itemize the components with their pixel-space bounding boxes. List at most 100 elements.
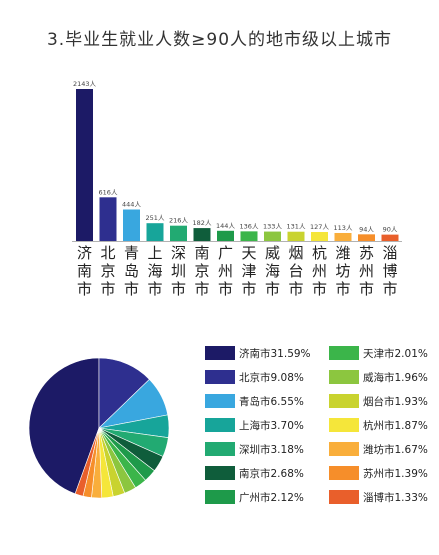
svg-text:海: 海 bbox=[147, 262, 162, 280]
svg-text:市: 市 bbox=[312, 280, 327, 298]
bar-value-label: 444人 bbox=[122, 201, 141, 209]
bar-3 bbox=[146, 223, 164, 241]
svg-text:市: 市 bbox=[382, 280, 397, 298]
svg-text:潍: 潍 bbox=[335, 244, 350, 262]
svg-text:市: 市 bbox=[335, 280, 350, 298]
svg-text:烟: 烟 bbox=[288, 244, 303, 262]
category-label: 上海市 bbox=[147, 244, 162, 298]
category-label: 北京市 bbox=[100, 244, 115, 298]
legend-swatch bbox=[205, 490, 235, 504]
category-label: 青岛市 bbox=[124, 244, 139, 298]
svg-text:市: 市 bbox=[100, 280, 115, 298]
bar-value-label: 182人 bbox=[193, 219, 212, 227]
legend-label: 上海市3.70% bbox=[239, 419, 304, 432]
svg-text:坊: 坊 bbox=[335, 262, 350, 280]
legend-label: 北京市9.08% bbox=[239, 371, 304, 384]
svg-text:市: 市 bbox=[265, 280, 280, 298]
category-label: 淄博市 bbox=[382, 244, 397, 298]
bar-value-label: 133人 bbox=[263, 223, 282, 231]
bar-value-label: 94人 bbox=[359, 225, 374, 233]
legend-label: 广州市2.12% bbox=[239, 491, 304, 504]
pie-slice-13 bbox=[74, 427, 100, 497]
svg-text:市: 市 bbox=[288, 280, 303, 298]
svg-text:市: 市 bbox=[218, 280, 233, 298]
legend-swatch bbox=[205, 466, 235, 480]
bar-0 bbox=[76, 89, 93, 241]
svg-text:深: 深 bbox=[171, 244, 186, 262]
legend-swatch bbox=[205, 370, 235, 384]
svg-text:博: 博 bbox=[382, 262, 397, 280]
svg-text:圳: 圳 bbox=[171, 262, 186, 280]
category-label: 南京市 bbox=[194, 244, 209, 298]
svg-text:州: 州 bbox=[312, 262, 327, 280]
category-label: 深圳市 bbox=[171, 244, 186, 298]
category-label: 杭州市 bbox=[312, 244, 327, 298]
legend-item: 威海市1.96% bbox=[329, 369, 428, 385]
category-label: 烟台市 bbox=[288, 244, 303, 298]
bar-value-label: 2143人 bbox=[73, 80, 97, 88]
legend-item: 济南市31.59% bbox=[205, 345, 311, 361]
legend-swatch bbox=[329, 466, 359, 480]
category-label: 潍坊市 bbox=[335, 244, 350, 298]
legend-item: 潍坊市1.67% bbox=[329, 441, 428, 457]
svg-text:南: 南 bbox=[77, 262, 92, 280]
legend-item: 南京市2.68% bbox=[205, 465, 304, 481]
legend-item: 青岛市6.55% bbox=[205, 393, 304, 409]
svg-text:威: 威 bbox=[265, 244, 280, 262]
legend-label: 威海市1.96% bbox=[363, 371, 428, 384]
legend-swatch bbox=[329, 418, 359, 432]
legend-label: 天津市2.01% bbox=[363, 347, 428, 360]
svg-text:上: 上 bbox=[147, 244, 162, 262]
svg-text:岛: 岛 bbox=[124, 262, 139, 280]
bar-5 bbox=[193, 228, 211, 241]
bar-value-label: 144人 bbox=[216, 222, 235, 230]
bar-12 bbox=[358, 234, 375, 241]
pie-legend: 济南市31.59% 北京市9.08% 青岛市6.55% 上海市3.70% 深圳市3.18… bbox=[205, 345, 439, 515]
legend-swatch bbox=[205, 394, 235, 408]
svg-text:北: 北 bbox=[100, 244, 115, 262]
legend-label: 淄博市1.33% bbox=[363, 491, 428, 504]
bar-2 bbox=[123, 209, 140, 241]
legend-swatch bbox=[329, 346, 359, 360]
bar-value-label: 131人 bbox=[287, 223, 306, 231]
legend-label: 苏州市1.39% bbox=[363, 467, 428, 480]
svg-text:广: 广 bbox=[218, 244, 233, 262]
legend-item: 苏州市1.39% bbox=[329, 465, 428, 481]
svg-text:苏: 苏 bbox=[359, 244, 374, 262]
svg-text:南: 南 bbox=[194, 244, 209, 262]
svg-text:州: 州 bbox=[359, 262, 374, 280]
legend-swatch bbox=[329, 394, 359, 408]
bar-8 bbox=[264, 231, 281, 241]
legend-swatch bbox=[205, 418, 235, 432]
legend-label: 深圳市3.18% bbox=[239, 443, 304, 456]
bar-value-label: 136人 bbox=[240, 222, 259, 230]
category-label: 苏州市 bbox=[359, 244, 374, 298]
svg-text:京: 京 bbox=[194, 262, 209, 280]
svg-text:市: 市 bbox=[171, 280, 186, 298]
svg-text:海: 海 bbox=[265, 262, 280, 280]
legend-swatch bbox=[329, 490, 359, 504]
svg-text:杭: 杭 bbox=[312, 244, 327, 262]
legend-item: 天津市2.01% bbox=[329, 345, 428, 361]
pie-slice-0 bbox=[28, 357, 100, 495]
bar-value-label: 127人 bbox=[310, 223, 329, 231]
svg-text:青: 青 bbox=[124, 244, 139, 262]
svg-text:市: 市 bbox=[359, 280, 374, 298]
svg-text:州: 州 bbox=[218, 262, 233, 280]
bar-1 bbox=[99, 197, 117, 241]
chart-title: 3.毕业生就业人数≥90人的地市级以上城市 bbox=[46, 30, 393, 50]
category-label: 威海市 bbox=[265, 244, 280, 298]
pie-slice-1 bbox=[98, 357, 150, 429]
bar-11 bbox=[334, 232, 352, 241]
legend-item: 烟台市1.93% bbox=[329, 393, 428, 409]
legend-item: 深圳市3.18% bbox=[205, 441, 304, 457]
legend-label: 杭州市1.87% bbox=[363, 419, 428, 432]
legend-label: 潍坊市1.67% bbox=[363, 443, 428, 456]
legend-item: 淄博市1.33% bbox=[329, 489, 428, 505]
category-label: 济南市 bbox=[77, 244, 92, 298]
legend-swatch bbox=[205, 442, 235, 456]
legend-label: 南京市2.68% bbox=[239, 467, 304, 480]
bar-value-label: 216人 bbox=[169, 217, 188, 225]
legend-label: 济南市31.59% bbox=[239, 347, 311, 360]
